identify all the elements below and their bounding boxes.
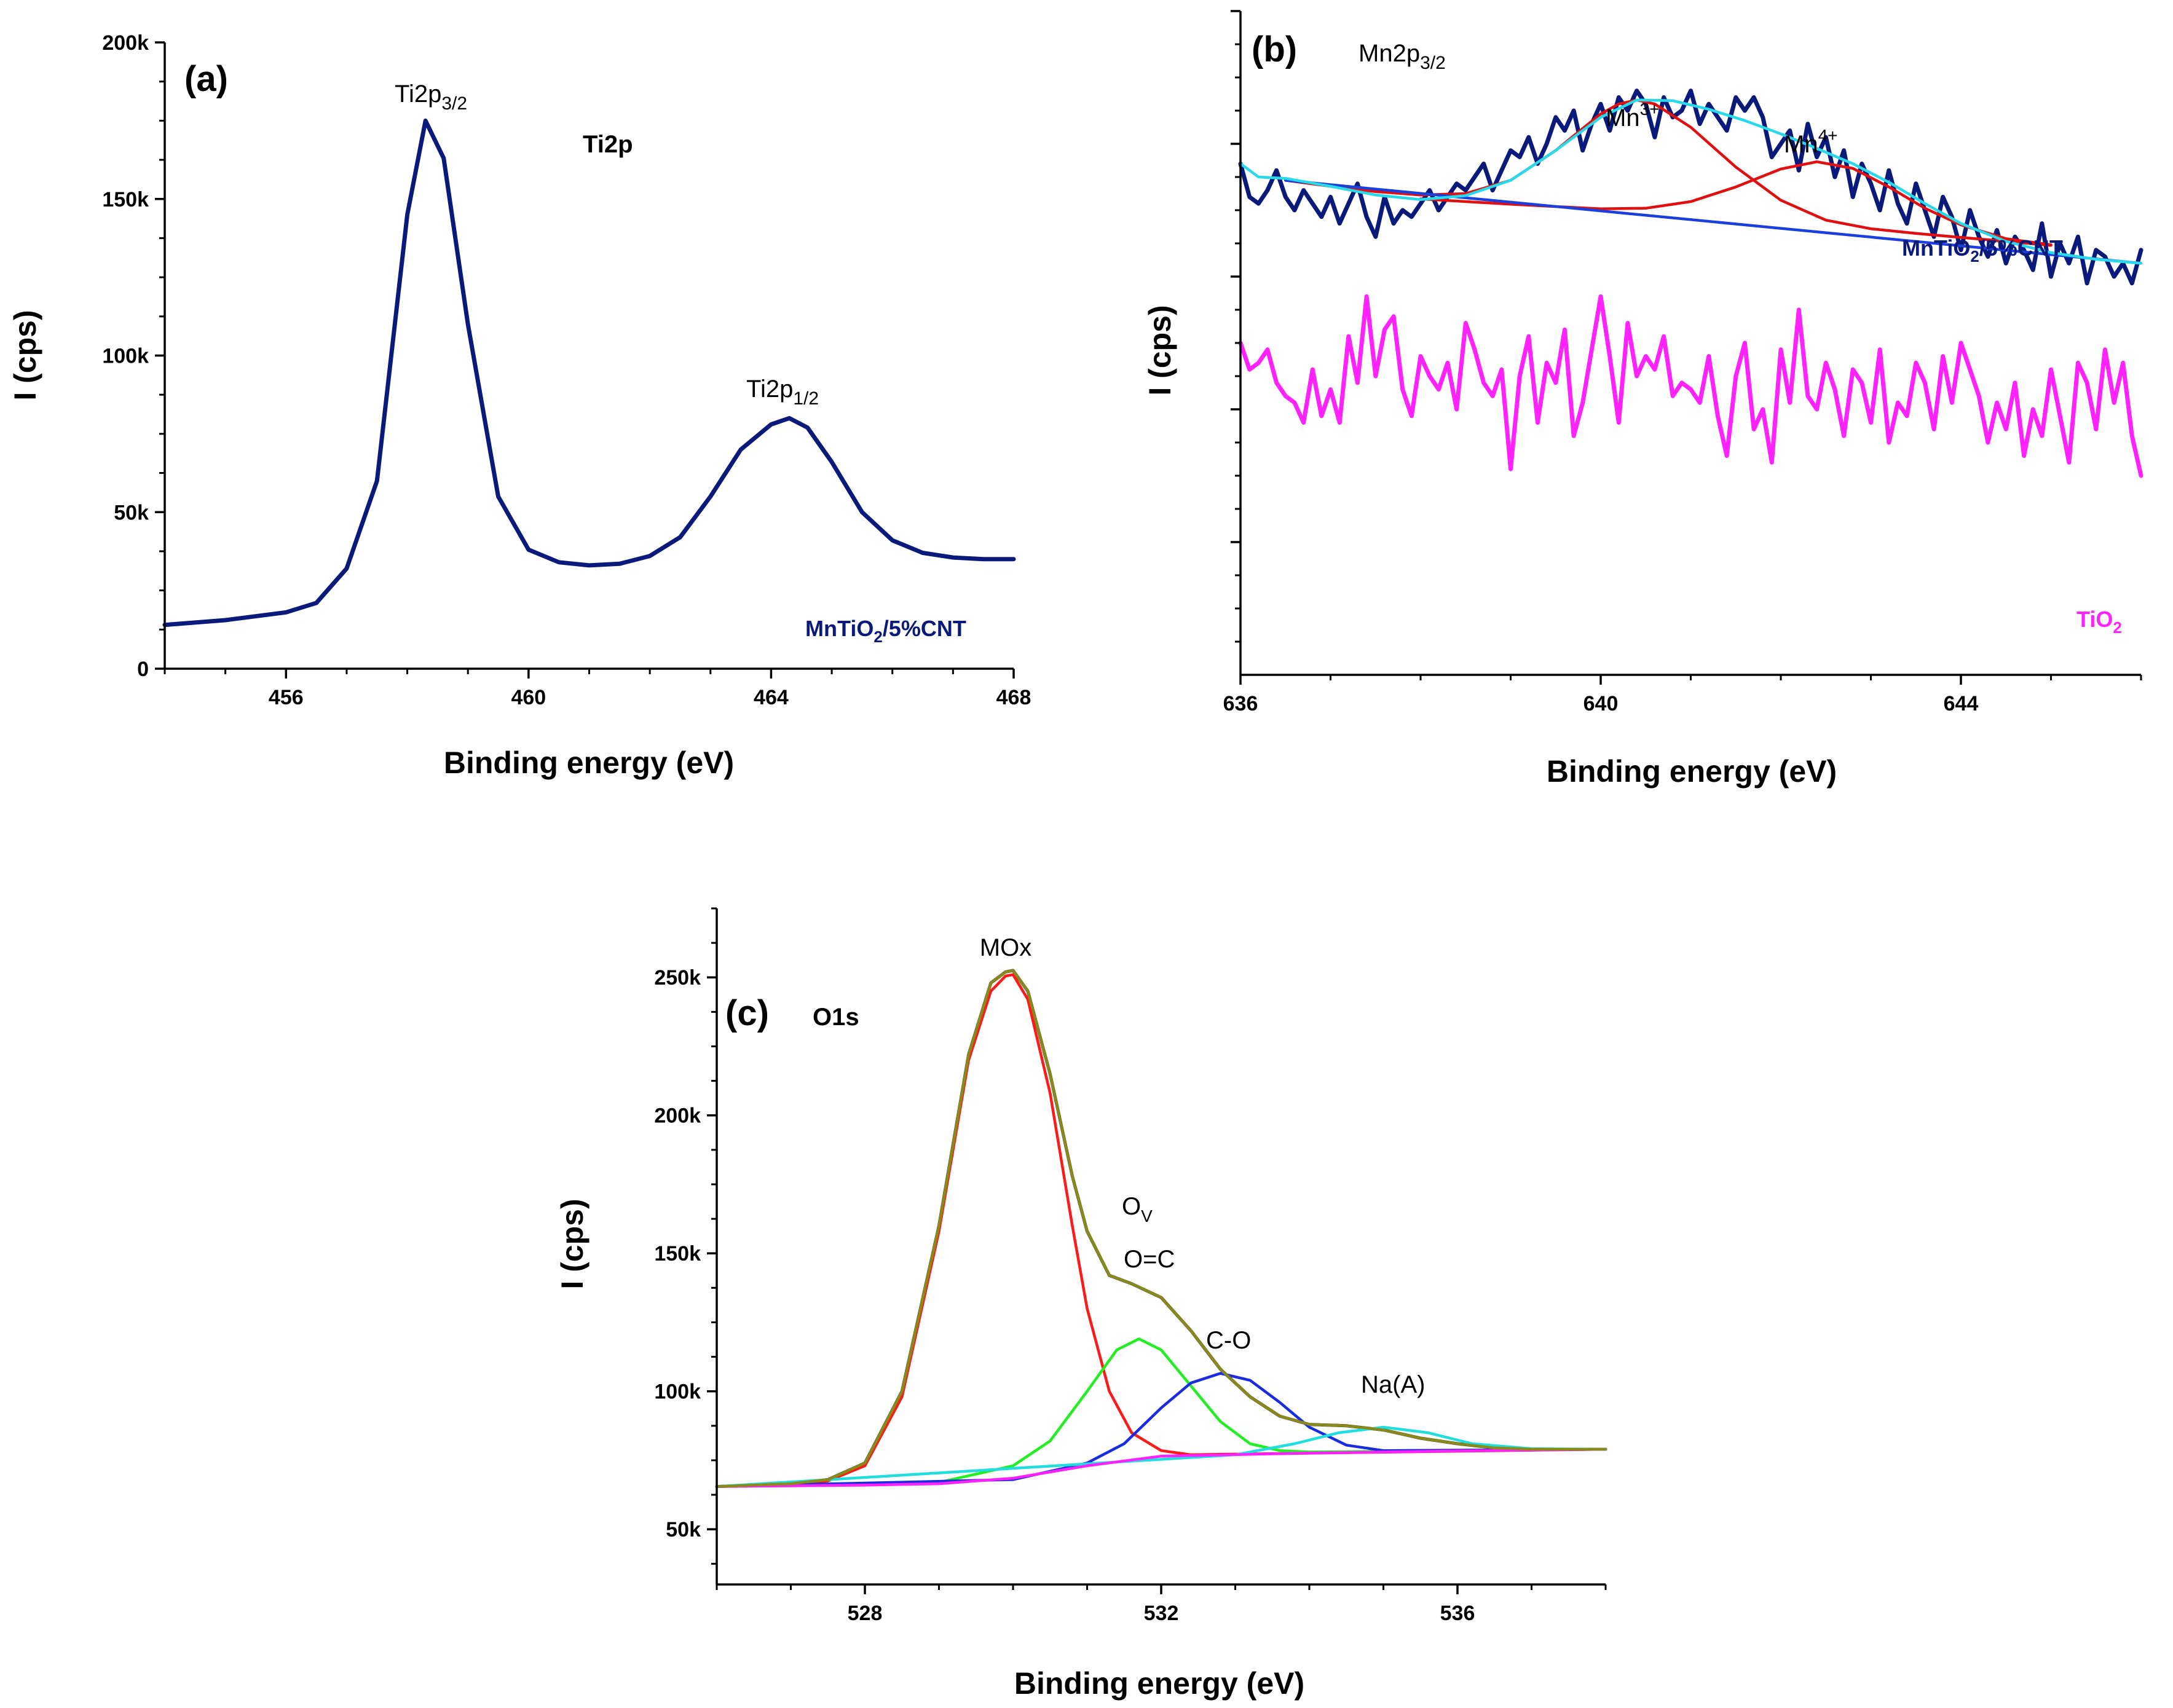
panel-c-series-envelope-fit (715, 969, 1607, 1488)
panel-b-series-background (1284, 179, 2143, 265)
panel-b-annot-mn3: Mn3+ (1606, 100, 1660, 132)
y-tick-label: 0 (137, 658, 149, 681)
panel-c-annot-mox: MOx (980, 934, 1031, 961)
panel-c-ylabel: I (cps) (555, 1198, 590, 1289)
panel-a-label: (a) (184, 59, 228, 99)
x-tick-label: 640 (1583, 692, 1619, 715)
y-tick-label: 50k (666, 1518, 701, 1541)
x-tick-label: 456 (269, 686, 304, 709)
panel-a-series (162, 118, 1016, 628)
panel-b-sample-label-tio2: TiO2 (2076, 607, 2122, 637)
panel-b-ticks: 636 640 644 (1223, 10, 2142, 715)
panel-c-series-ov-o-c-fit (715, 1337, 1607, 1488)
x-tick-label: 536 (1440, 1602, 1475, 1625)
panel-a-ti2p: 456 460 464 468 0 50k 100k 150k 200k (a) Ti2p Ti… (8, 31, 1031, 780)
panel-c-series-background (715, 1447, 1607, 1488)
panel-b-label: (b) (1252, 30, 1297, 69)
y-tick-label: 100k (654, 1380, 701, 1404)
x-tick-label: 468 (996, 686, 1031, 709)
panel-a-sample-label: MnTiO2/5%CNT (805, 616, 966, 646)
x-tick-label: 644 (1944, 692, 1979, 715)
panel-b-sample-label-mntio2: MnTiO2/5%CNT (1902, 235, 2063, 266)
panel-c-o1s: 528 532 536 50k 100k 150k 200k 250k (c) O1s MOx… (555, 907, 1607, 1701)
y-tick-label: 150k (654, 1242, 701, 1265)
panel-a-xlabel: Binding energy (eV) (444, 746, 734, 780)
x-tick-label: 528 (848, 1602, 883, 1625)
y-tick-label: 250k (654, 966, 701, 990)
panel-a-annot-ti2p32: Ti2p3/2 (395, 81, 467, 114)
y-tick-label: 200k (654, 1104, 701, 1128)
panel-b-series-mn4-fit (1419, 160, 2053, 246)
panel-b-ylabel: I (cps) (1143, 305, 1177, 395)
x-tick-label: 532 (1144, 1602, 1179, 1625)
panel-c-label: (c) (725, 993, 769, 1033)
x-tick-label: 464 (754, 686, 789, 709)
panel-c-annot-na: Na(A) (1361, 1371, 1425, 1398)
panel-c-title: O1s (813, 1004, 859, 1031)
panel-a-series-mntio2-5-cnt (162, 118, 1016, 628)
panel-a-title: Ti2p (583, 131, 633, 158)
y-tick-label: 100k (102, 345, 149, 368)
panel-c-series (715, 969, 1607, 1489)
x-tick-label: 636 (1223, 692, 1258, 715)
panel-c-annot-oc: O=C (1124, 1246, 1175, 1273)
panel-a-ylabel: I (cps) (8, 310, 42, 400)
panel-c-ticks: 528 532 536 50k 100k 150k 200k 250k (654, 907, 1607, 1625)
y-tick-label: 200k (102, 31, 149, 55)
panel-b-annot-mn4: Mn4+ (1784, 126, 1838, 158)
panel-b-xlabel: Binding energy (eV) (1547, 754, 1837, 789)
panel-a-annot-ti2p12: Ti2p1/2 (746, 376, 819, 409)
panel-c-xlabel: Binding energy (eV) (1014, 1666, 1304, 1701)
panel-c-series-mox-fit (715, 973, 1607, 1488)
panel-b-mn2p: 636 640 644 (b) Mn2p3/2 Mn3+ Mn4+ MnTiO2/5… (1143, 10, 2143, 789)
panel-b-series-envelope-fit (1239, 98, 2143, 265)
panel-c-annot-ov: OV (1122, 1193, 1153, 1226)
panel-a-ticks: 456 460 464 468 0 50k 100k 150k 200k (102, 31, 1031, 709)
panel-c-series-na-a-fit (715, 1425, 1607, 1488)
panel-b-series (1238, 89, 2143, 478)
panel-b-series-tio2 (1238, 294, 2143, 478)
y-tick-label: 50k (114, 501, 149, 524)
x-tick-label: 460 (511, 686, 546, 709)
y-tick-label: 150k (102, 188, 149, 211)
panel-b-title: Mn2p3/2 (1359, 40, 1446, 73)
panel-c-annot-co: C-O (1206, 1327, 1251, 1354)
